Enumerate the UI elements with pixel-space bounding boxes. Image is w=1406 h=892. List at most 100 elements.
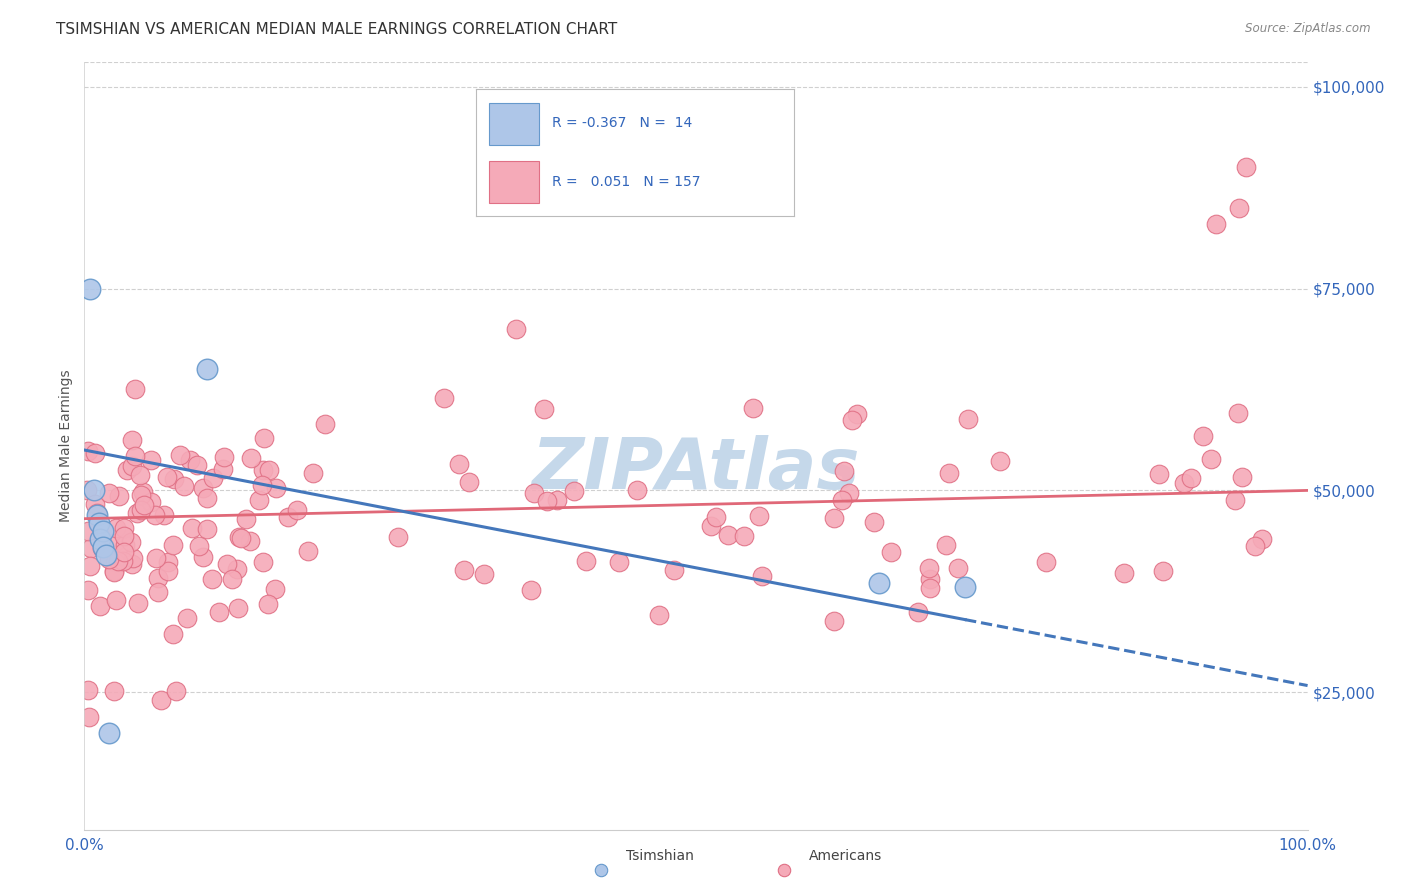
Point <box>176 611 198 625</box>
Point <box>259 463 281 477</box>
Point <box>920 581 942 595</box>
Point <box>127 596 149 610</box>
Point <box>114 537 136 551</box>
Point <box>195 491 218 506</box>
Point <box>1230 469 1253 483</box>
Point <box>575 554 598 568</box>
Point <box>626 483 648 498</box>
Point <box>148 571 170 585</box>
Point <box>179 452 201 467</box>
Point <box>823 511 845 525</box>
Point <box>773 863 796 878</box>
Point <box>79 559 101 574</box>
Point <box>472 567 495 582</box>
Point <box>112 521 135 535</box>
Point <box>145 551 167 566</box>
Point <box>211 462 233 476</box>
Point <box>122 550 145 565</box>
Point <box>523 486 546 500</box>
Point <box>918 572 941 586</box>
Point <box>546 492 568 507</box>
Point <box>228 531 250 545</box>
Point <box>201 572 224 586</box>
Point <box>191 549 214 564</box>
Point <box>121 434 143 448</box>
Point <box>880 545 903 559</box>
Point <box>132 485 155 500</box>
Point <box>226 562 249 576</box>
Point <box>832 464 855 478</box>
Point <box>107 554 129 568</box>
Point <box>988 454 1011 468</box>
Point <box>124 450 146 464</box>
Point <box>433 391 456 405</box>
Point <box>97 486 120 500</box>
Point <box>824 614 846 628</box>
Point <box>257 597 280 611</box>
Point <box>1192 429 1215 443</box>
Point <box>1152 564 1174 578</box>
Point <box>86 506 108 520</box>
Point <box>77 583 100 598</box>
Point <box>188 539 211 553</box>
Point <box>156 469 179 483</box>
Point <box>533 402 555 417</box>
Point <box>165 684 187 698</box>
Point <box>149 693 172 707</box>
Point <box>91 524 114 538</box>
Text: TSIMSHIAN VS AMERICAN MEDIAN MALE EARNINGS CORRELATION CHART: TSIMSHIAN VS AMERICAN MEDIAN MALE EARNIN… <box>56 22 617 37</box>
Point <box>98 552 121 566</box>
Point <box>77 524 100 538</box>
Point <box>121 459 143 474</box>
Point <box>1223 493 1246 508</box>
Point <box>664 563 686 577</box>
Point <box>143 508 166 522</box>
Point <box>918 561 941 575</box>
Point <box>139 495 162 509</box>
Point <box>520 582 543 597</box>
Point <box>453 563 475 577</box>
Point <box>157 564 180 578</box>
Y-axis label: Median Male Earnings: Median Male Earnings <box>59 369 73 523</box>
Point <box>907 605 929 619</box>
Point <box>103 564 125 578</box>
Point <box>1251 532 1274 546</box>
Point <box>536 493 558 508</box>
Point <box>191 481 214 495</box>
Point <box>1205 217 1227 231</box>
Point <box>91 541 114 555</box>
Point <box>277 510 299 524</box>
Point <box>103 684 125 698</box>
Point <box>212 450 235 465</box>
Point <box>105 592 128 607</box>
Point <box>108 489 131 503</box>
Point <box>156 555 179 569</box>
Point <box>458 475 481 490</box>
Point <box>1227 201 1250 215</box>
Point <box>80 541 103 555</box>
Point <box>84 446 107 460</box>
Point <box>114 544 136 558</box>
Point <box>86 508 108 522</box>
Point <box>141 453 163 467</box>
Point <box>862 515 884 529</box>
Point <box>717 528 740 542</box>
Point <box>946 561 969 575</box>
Point <box>103 565 125 579</box>
Point <box>956 412 979 426</box>
Point <box>132 498 155 512</box>
Point <box>201 471 224 485</box>
Point <box>297 544 319 558</box>
Point <box>173 478 195 492</box>
Point <box>79 709 101 723</box>
Point <box>252 555 274 569</box>
Text: Source: ZipAtlas.com: Source: ZipAtlas.com <box>1246 22 1371 36</box>
Point <box>607 555 630 569</box>
Point <box>120 535 142 549</box>
Point <box>591 863 613 878</box>
Point <box>87 516 110 530</box>
Point <box>302 466 325 480</box>
Point <box>96 548 118 562</box>
Point <box>162 537 184 551</box>
Point <box>449 458 471 472</box>
